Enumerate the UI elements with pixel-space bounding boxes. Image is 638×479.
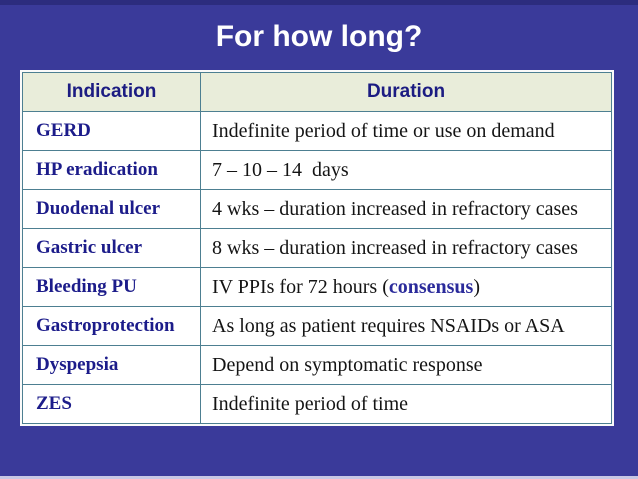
header-duration: Duration (200, 72, 612, 112)
table-row: HP eradication 7 – 10 – 14 days (22, 150, 612, 190)
indication-cell: Gastric ulcer (22, 228, 201, 268)
bottom-edge-line (0, 476, 638, 479)
duration-text-prefix: IV PPIs for 72 hours ( (212, 275, 389, 298)
top-edge-line (0, 0, 638, 5)
slide-title: For how long? (215, 20, 423, 53)
indication-cell: Duodenal ulcer (22, 189, 201, 229)
indication-cell: ZES (22, 384, 201, 424)
table-row: Dyspepsia Depend on symptomatic response (22, 345, 612, 385)
duration-cell: 8 wks – duration increased in refractory… (200, 228, 612, 268)
indication-cell: GERD (22, 111, 201, 151)
consensus-highlight: consensus (388, 275, 474, 298)
duration-cell: Depend on symptomatic response (200, 345, 612, 385)
duration-cell: 7 – 10 – 14 days (200, 150, 612, 190)
table-header-row: Indication Duration (22, 72, 612, 112)
indication-duration-table: Indication Duration GERD Indefinite peri… (20, 70, 614, 426)
indication-cell: Gastroprotection (22, 306, 201, 346)
indication-cell: HP eradication (22, 150, 201, 190)
duration-text-suffix: ) (473, 275, 481, 298)
duration-cell: 4 wks – duration increased in refractory… (200, 189, 612, 229)
duration-cell: IV PPIs for 72 hours (consensus) (200, 267, 612, 307)
table-row: ZES Indefinite period of time (22, 384, 612, 424)
table-row: Bleeding PU IV PPIs for 72 hours (consen… (22, 267, 612, 307)
table-row: Duodenal ulcer 4 wks – duration increase… (22, 189, 612, 229)
table-row: GERD Indefinite period of time or use on… (22, 111, 612, 151)
duration-cell: Indefinite period of time (200, 384, 612, 424)
indication-cell: Dyspepsia (22, 345, 201, 385)
duration-cell: Indefinite period of time or use on dema… (200, 111, 612, 151)
table: Indication Duration GERD Indefinite peri… (22, 72, 612, 424)
indication-cell: Bleeding PU (22, 267, 201, 307)
header-indication: Indication (22, 72, 201, 112)
table-row: Gastroprotection As long as patient requ… (22, 306, 612, 346)
table-row: Gastric ulcer 8 wks – duration increased… (22, 228, 612, 268)
duration-cell: As long as patient requires NSAIDs or AS… (200, 306, 612, 346)
